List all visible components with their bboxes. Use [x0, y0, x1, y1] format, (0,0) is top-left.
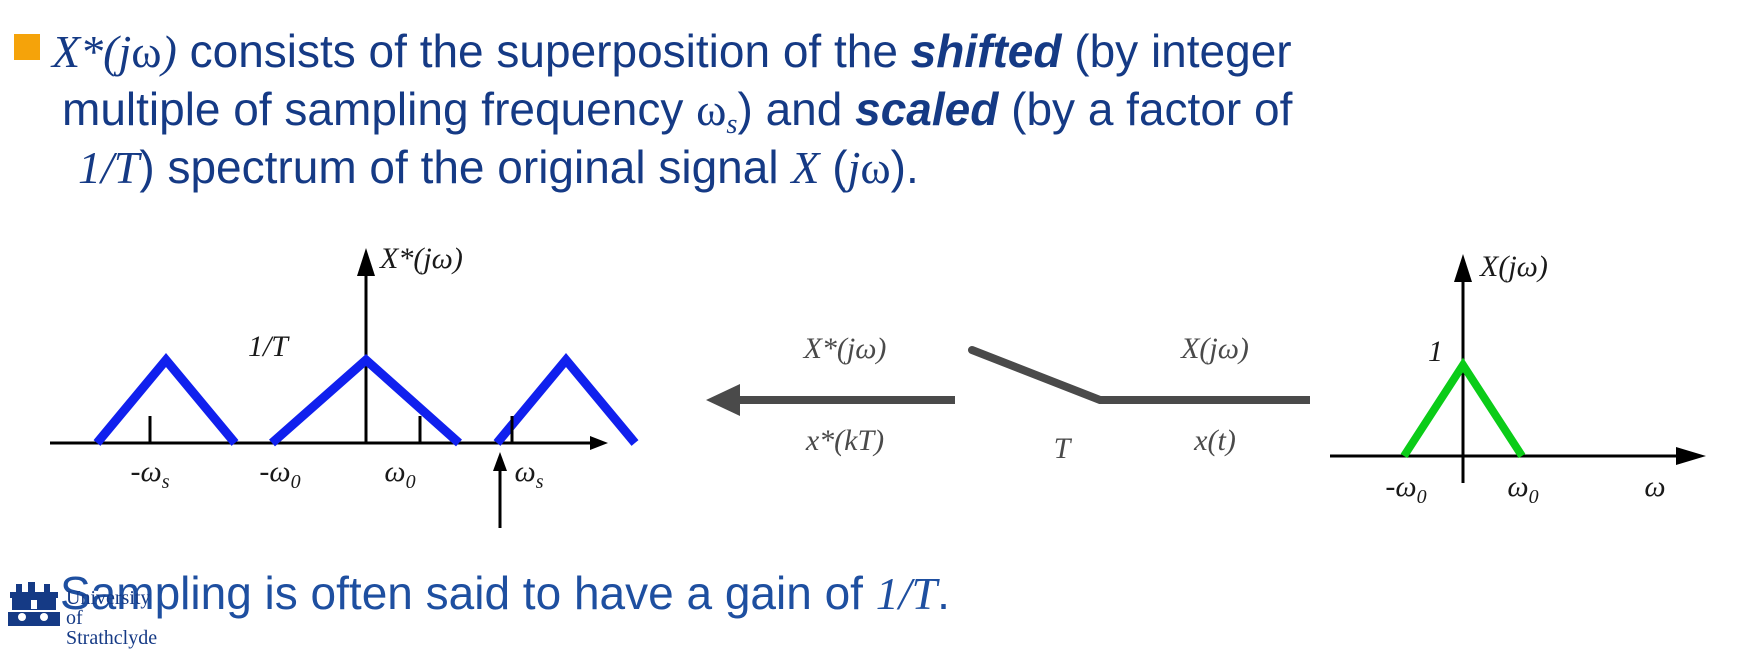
- y-axis-arrowhead-right: [1454, 254, 1472, 282]
- xtick-label-neg-w0: -ω0: [259, 455, 300, 493]
- callout-arrowhead: [493, 452, 507, 471]
- chart-sampled-spectrum: X*(jω) 1/T -ωs -ω0 ω0 ωs (ωs − ω0): [50, 242, 639, 528]
- logo-line-2: Strathclyde: [66, 627, 158, 649]
- label-x-t: x(t): [1193, 424, 1236, 457]
- block-diagram-sampler: X*(jω) x*(kT) T X(jω) x(t): [706, 332, 1310, 465]
- label-X-jw: X(jω): [1180, 332, 1249, 365]
- bottom-sentence-c: T: [911, 568, 938, 619]
- xtick-label-w0: ω0: [384, 455, 415, 493]
- callout-ws-minus-w0: [493, 452, 507, 528]
- label-xstar-kT: x*(kT): [805, 424, 884, 457]
- logo-line-1: University of: [66, 587, 151, 629]
- xtick-label-ws: ωs: [515, 455, 544, 493]
- sampling-spectrum-diagram: X*(jω) 1/T -ωs -ω0 ω0 ωs (ωs − ω0) X*(jω…: [50, 242, 1706, 528]
- bullet-marker-icon: [14, 34, 40, 60]
- chart-original-spectrum: X(jω) 1 -ω0 ω0 ω: [1330, 250, 1706, 508]
- xaxis-label-omega: ω: [1644, 470, 1665, 503]
- crest-icon: [8, 582, 60, 626]
- y-axis-arrowhead: [357, 248, 375, 276]
- spectrum-baseband: [269, 353, 462, 447]
- switch-blade-icon: [968, 346, 1104, 404]
- peak-label-one: 1: [1428, 335, 1443, 368]
- bottom-sentence-d: .: [937, 567, 950, 619]
- xtick-label-neg-w0-right: -ω0: [1385, 470, 1426, 508]
- xtick-label-w0-right: ω0: [1507, 470, 1538, 508]
- left-arrow-head: [706, 384, 740, 416]
- xtick-label-neg-ws: -ωs: [131, 455, 170, 493]
- x-axis-arrowhead-right: [1676, 447, 1706, 465]
- original-spectrum-triangle: [1400, 357, 1526, 459]
- university-logo: University of Strathclyde: [6, 582, 157, 648]
- bottom-sentence-a: Sampling is often said to have a gain of: [60, 567, 876, 619]
- bullet-line-1: X*(jω) consists of the superposition of …: [52, 25, 1292, 77]
- chart-title-original: X(jω): [1479, 250, 1548, 283]
- x-axis-arrowhead: [590, 436, 608, 450]
- bottom-sentence-b: 1/: [875, 568, 912, 619]
- chart-title-sampled: X*(jω): [379, 242, 463, 275]
- bullet-line-2: multiple of sampling frequency ωs) and s…: [62, 83, 1293, 140]
- label-Xstar-jw: X*(jω): [803, 332, 887, 365]
- label-sampling-period-T: T: [1054, 432, 1073, 465]
- bottom-sentence: Sampling is often said to have a gain of…: [60, 566, 950, 621]
- peak-label-one-over-T: 1/T: [248, 330, 290, 363]
- bullet-line-3: 1/T) spectrum of the original signal X (…: [78, 141, 919, 193]
- spectrum-replica-negative: [93, 352, 239, 446]
- logo-text: University of Strathclyde: [66, 588, 157, 648]
- spectrum-replica-positive: [493, 352, 639, 446]
